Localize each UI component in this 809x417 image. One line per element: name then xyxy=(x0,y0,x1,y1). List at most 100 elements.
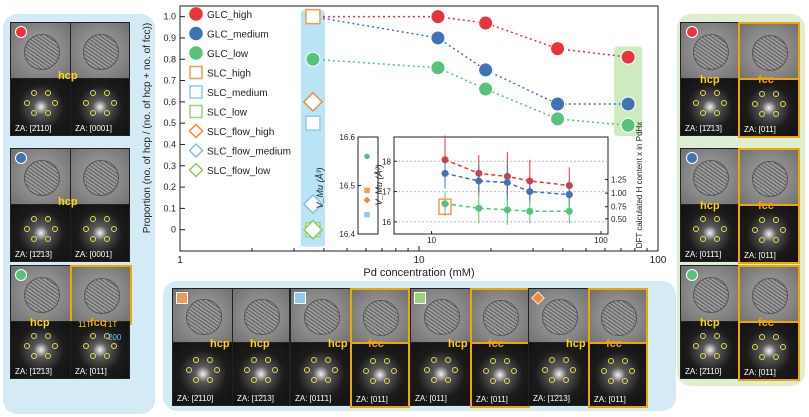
zone-axis-label: ZA: [2̄110] xyxy=(15,124,52,133)
diffraction-spot xyxy=(714,332,720,339)
diffraction-spot xyxy=(700,89,706,96)
diffraction-spot xyxy=(693,100,699,106)
fcc-index-label: 200 xyxy=(108,333,122,342)
data-point-GLC_high xyxy=(478,15,494,31)
left-micrograph-2 xyxy=(10,265,72,323)
legend-label-SLC_flow_medium: SLC_flow_medium xyxy=(207,147,291,158)
diffraction-spot xyxy=(207,377,213,384)
inset-trend-line-GLC_low xyxy=(444,202,570,213)
diffraction-spot xyxy=(773,354,779,361)
diffraction-spot xyxy=(45,215,51,222)
phase-label-hcp: hcp xyxy=(566,338,586,350)
diffraction-spot xyxy=(504,357,510,364)
diffraction-spot xyxy=(780,227,786,233)
inset-trend-x-tick-label: 100 xyxy=(594,236,608,245)
nanoparticle xyxy=(244,299,280,335)
main-y-tick-label: 0.3 xyxy=(163,161,176,171)
bottom-fft-b-3: ZA: [011] xyxy=(588,342,648,408)
phase-label-fcc: fcc xyxy=(758,74,774,86)
phase-label-hcp: hcp xyxy=(700,74,720,86)
zone-axis-label: ZA: [1̄2̄13] xyxy=(15,367,52,376)
diffraction-spot xyxy=(31,110,37,117)
zone-axis-label: ZA: [011̄1] xyxy=(685,250,722,259)
sample-marker xyxy=(176,292,188,304)
nanoparticle xyxy=(692,276,730,314)
diffraction-spot xyxy=(384,378,390,385)
diffraction-spot xyxy=(90,89,96,96)
right-micrograph-b-1 xyxy=(738,148,800,208)
zone-axis-label: ZA: [1̄2̄13] xyxy=(15,250,52,259)
inset-trend-point-GLC_medium xyxy=(526,188,534,196)
right-fft-b-2: ZA: [011] xyxy=(738,321,800,381)
diffraction-spot xyxy=(549,356,555,363)
inset-trend-slc-marker xyxy=(438,198,452,216)
zone-axis-label: ZA: [011̄1] xyxy=(295,394,332,403)
data-point-GLC_medium xyxy=(550,96,566,112)
data-point-GLC_high xyxy=(620,49,636,65)
diffraction-spot xyxy=(325,377,331,384)
nanoparticle xyxy=(304,299,340,335)
diffraction-spot xyxy=(542,367,548,373)
right-fft-b-1: ZA: [011] xyxy=(738,204,800,264)
sample-marker xyxy=(686,26,698,38)
diffraction-spot xyxy=(304,367,310,373)
diffraction-spot xyxy=(311,377,317,384)
main-x-tick-label: 10 xyxy=(413,255,425,266)
data-point-GLC_high xyxy=(430,9,446,25)
inset-volume-point-SLC_flow_high xyxy=(361,194,373,206)
data-point-SLC_flow_low xyxy=(302,219,324,240)
zone-axis-label: ZA: [1̄2̄13] xyxy=(533,394,570,403)
inset-volume-y-label: V_Mu (Å³) xyxy=(315,167,325,208)
sample-marker xyxy=(15,26,27,38)
diffraction-spot xyxy=(45,89,51,96)
main-y-tick-label: 0.5 xyxy=(163,118,176,128)
diffraction-spot xyxy=(83,100,89,106)
data-point-GLC_medium xyxy=(620,96,636,112)
phase-label-hcp: hcp xyxy=(328,338,348,350)
diffraction-spot xyxy=(773,216,779,223)
inset-trend-point-GLC_low xyxy=(526,207,534,215)
main-x-tick-label: 1 xyxy=(177,255,183,266)
diffraction-spot xyxy=(714,236,720,243)
diffraction-spot xyxy=(608,357,614,364)
inset-trend-y-tick-label: 16 xyxy=(382,218,391,227)
diffraction-spot xyxy=(563,356,569,363)
diffraction-spot xyxy=(773,237,779,244)
inset-volume-y-tick-label: 16.5 xyxy=(339,182,355,191)
legend-marker-GLC_low xyxy=(189,46,203,60)
diffraction-spot xyxy=(490,378,496,385)
nanoparticle xyxy=(542,299,578,335)
zone-axis-label: ZA: [011] xyxy=(415,394,447,403)
diffraction-spot xyxy=(370,357,376,364)
legend-label-SLC_flow_low: SLC_flow_low xyxy=(207,166,271,177)
nanoparticle xyxy=(601,300,637,336)
phase-label-hcp: hcp xyxy=(30,317,50,329)
diffraction-spot xyxy=(700,215,706,222)
legend-label-SLC_medium: SLC_medium xyxy=(207,88,268,99)
diffraction-spot xyxy=(629,368,635,374)
bottom-fft-2: ZA: [011] xyxy=(410,342,472,406)
data-point-GLC_medium xyxy=(478,62,494,78)
bottom-fft-b-1: ZA: [011] xyxy=(350,342,410,408)
diffraction-spot xyxy=(384,357,390,364)
high-concentration-highlight xyxy=(614,46,643,136)
nanoparticle xyxy=(23,159,61,197)
diffraction-spot xyxy=(721,100,727,106)
left-micrograph-b-2 xyxy=(70,265,132,325)
inset-trend-point-GLC_medium xyxy=(565,191,573,199)
fcc-index-label: 11T xyxy=(78,320,92,329)
main-y-tick-label: 1.0 xyxy=(163,12,176,22)
diffraction-spot xyxy=(693,226,699,232)
nanoparticle xyxy=(692,33,730,71)
legend-marker-SLC_flow_medium xyxy=(188,142,204,159)
diffraction-spot xyxy=(207,356,213,363)
diffraction-spot xyxy=(759,90,765,97)
diffraction-spot xyxy=(370,378,376,385)
series-line-GLC_medium xyxy=(312,15,629,105)
phase-label-hcp: hcp xyxy=(448,338,468,350)
diffraction-spot xyxy=(570,367,576,373)
left-fft-2: ZA: [1̄2̄13] xyxy=(10,321,72,379)
diffraction-spot xyxy=(563,377,569,384)
nanoparticle xyxy=(363,300,399,336)
diffraction-spot xyxy=(31,332,37,339)
